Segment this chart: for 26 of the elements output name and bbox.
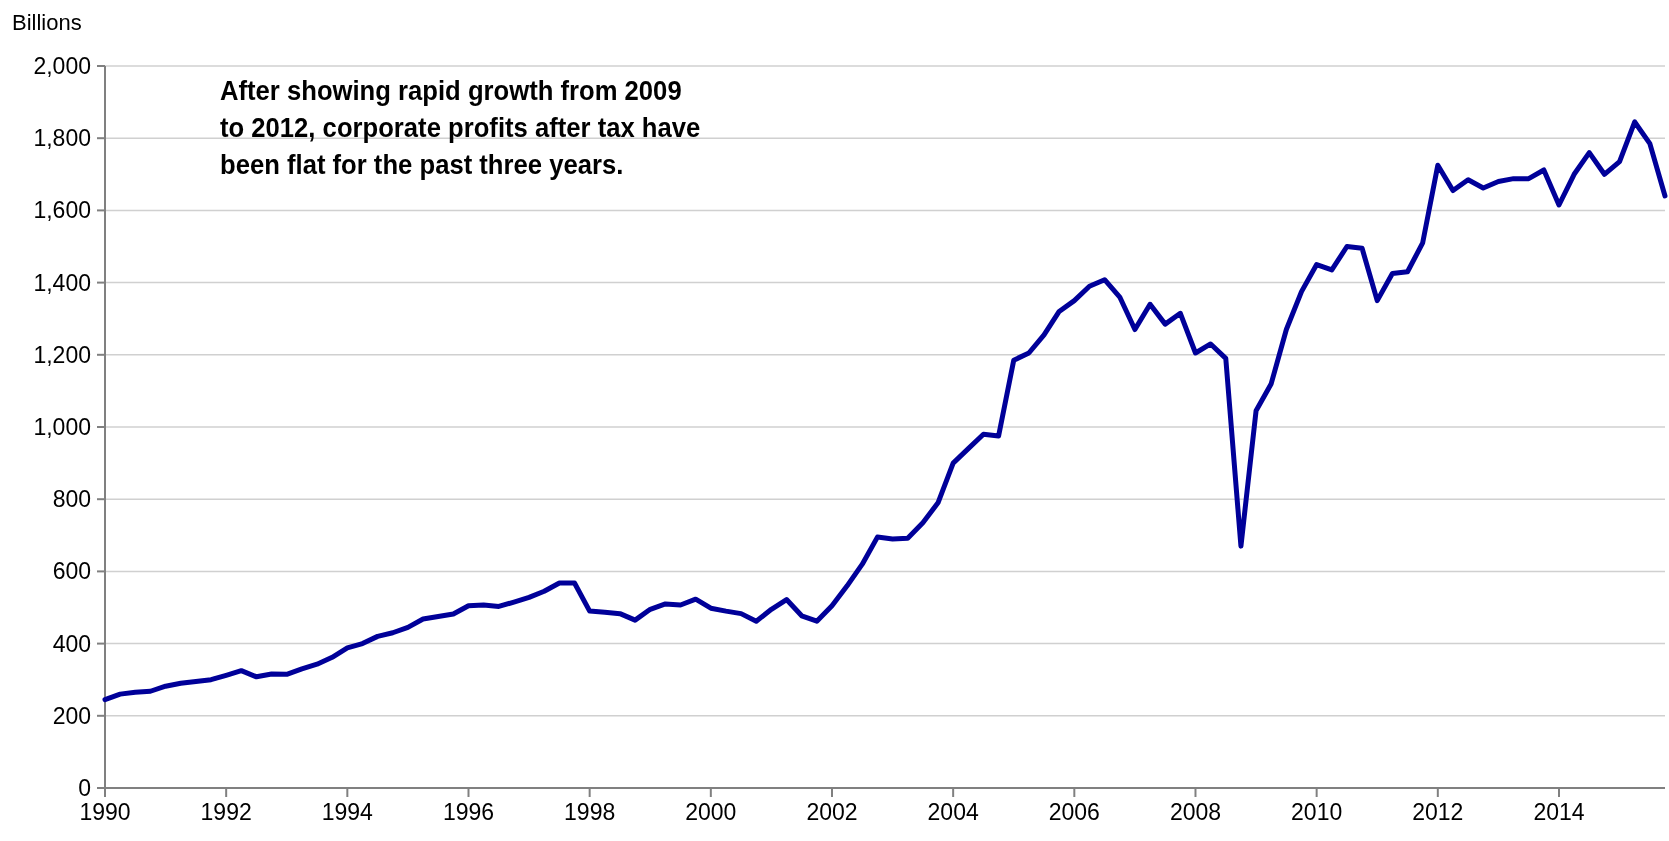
y-tick-label: 800 [52,486,91,513]
y-tick-label: 2,000 [33,53,91,80]
y-tick-label: 0 [78,775,91,802]
x-tick-label: 1992 [200,799,252,825]
y-tick-label: 400 [52,630,91,657]
y-tick-label: 1,000 [33,414,91,441]
x-tick-label: 1990 [79,799,131,825]
x-tick-label: 2006 [1048,799,1100,825]
y-axis-title: Billions [12,10,82,35]
x-tick-label: 2014 [1533,799,1585,825]
y-tick-label: 1,200 [33,341,91,368]
y-tick-label: 600 [52,558,91,585]
x-tick-label: 1996 [442,799,495,825]
y-tick-label: 1,400 [33,269,91,296]
x-tick-label: 2008 [1169,799,1222,825]
x-tick-label: 2012 [1412,799,1464,825]
annotation: After showing rapid growth from 2009 to 2012, corporate profits after tax have been flat for the past three years. [220,75,701,181]
x-tick-label: 2010 [1291,799,1343,825]
y-tick-label: 1,800 [33,125,91,152]
x-tick-label: 1998 [564,799,616,825]
x-tick-label: 2002 [806,799,858,825]
x-tick-label: 2004 [927,799,979,825]
y-tick-label: 200 [52,702,91,729]
x-tick-label: 2000 [685,799,737,825]
x-tick-label: 1994 [321,799,374,825]
y-tick-label: 1,600 [33,197,91,224]
